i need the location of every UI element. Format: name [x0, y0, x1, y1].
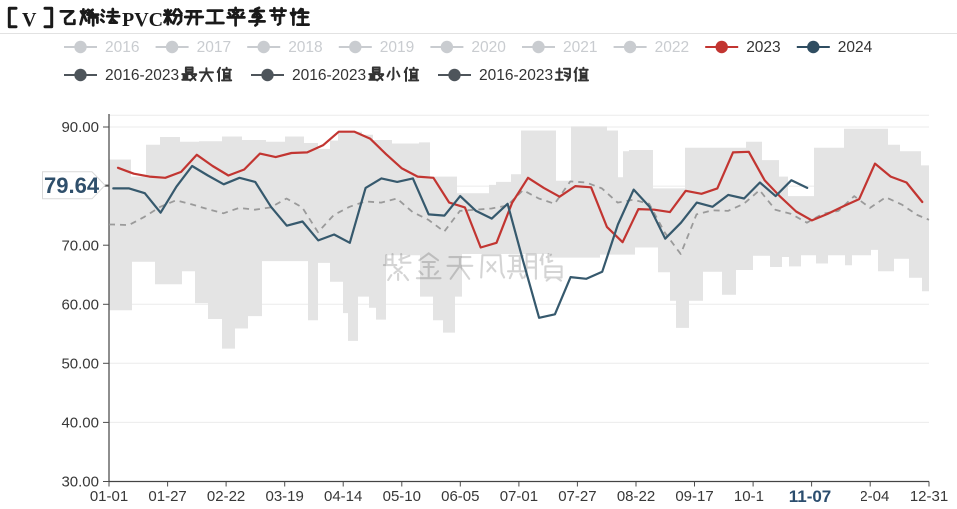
svg-text:04-14: 04-14 — [324, 488, 362, 505]
svg-text:90.00: 90.00 — [61, 119, 99, 136]
svg-text:40.00: 40.00 — [61, 415, 99, 432]
svg-text:70.00: 70.00 — [61, 237, 99, 254]
svg-text:50.00: 50.00 — [61, 356, 99, 373]
svg-text:2024: 2024 — [838, 39, 873, 56]
svg-text:03-19: 03-19 — [266, 488, 304, 505]
svg-text:30.00: 30.00 — [61, 474, 99, 491]
svg-text:V: V — [22, 9, 37, 31]
svg-text:2016-2023: 2016-2023 — [479, 67, 553, 84]
svg-text:06-05: 06-05 — [441, 488, 479, 505]
svg-text:02-22: 02-22 — [207, 488, 245, 505]
svg-text:2018: 2018 — [288, 39, 322, 56]
svg-text:79.64: 79.64 — [44, 173, 100, 198]
svg-text:07-01: 07-01 — [500, 488, 538, 505]
svg-text:01-01: 01-01 — [90, 488, 128, 505]
svg-text:2023: 2023 — [746, 39, 780, 56]
svg-text:2019: 2019 — [380, 39, 414, 56]
svg-text:09-17: 09-17 — [675, 488, 713, 505]
svg-text:PVC: PVC — [122, 9, 163, 31]
svg-text:07-27: 07-27 — [558, 488, 596, 505]
svg-text:2021: 2021 — [563, 39, 597, 56]
svg-text:05-10: 05-10 — [383, 488, 421, 505]
svg-text:2017: 2017 — [197, 39, 231, 56]
svg-text:01-27: 01-27 — [148, 488, 186, 505]
svg-text:2020: 2020 — [471, 39, 506, 56]
svg-text:2016-2023: 2016-2023 — [105, 67, 179, 84]
svg-text:2022: 2022 — [655, 39, 689, 56]
svg-text:2016: 2016 — [105, 39, 139, 56]
svg-text:08-22: 08-22 — [617, 488, 655, 505]
svg-text:10-13: 10-13 — [734, 488, 772, 505]
svg-text:60.00: 60.00 — [61, 297, 99, 314]
svg-text:11-07: 11-07 — [789, 487, 832, 506]
svg-text:12-31: 12-31 — [910, 488, 948, 505]
svg-text:2016-2023: 2016-2023 — [292, 67, 366, 84]
